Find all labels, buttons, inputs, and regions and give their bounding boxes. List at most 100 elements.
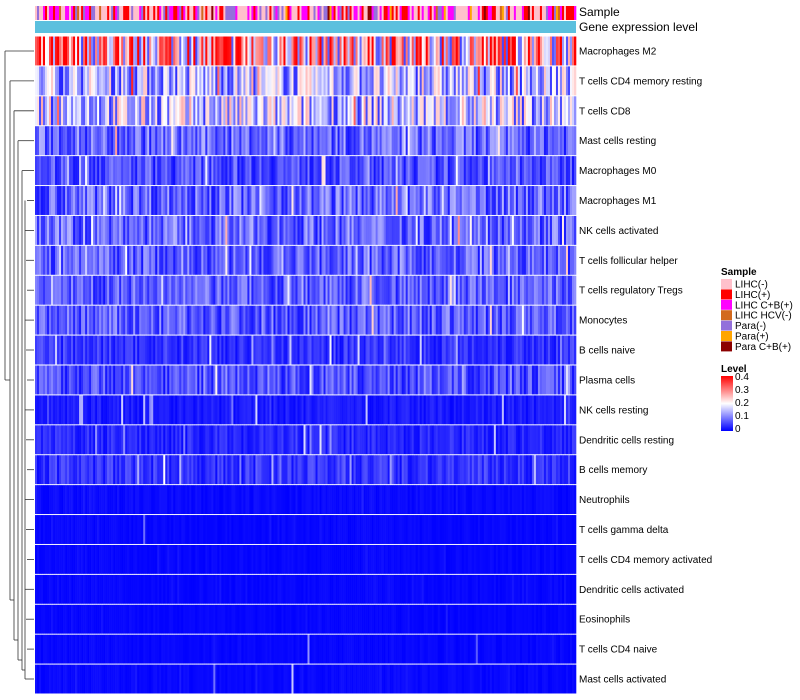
heatmap-cell xyxy=(381,515,384,544)
heatmap-cell xyxy=(135,126,138,156)
heatmap-cell xyxy=(149,485,152,515)
heatmap-cell xyxy=(211,245,214,275)
heatmap-cell xyxy=(337,66,340,96)
heatmap-cell xyxy=(179,215,182,245)
heatmap-cell xyxy=(261,36,264,66)
heatmap-cell xyxy=(503,66,507,96)
heatmap-cell xyxy=(71,96,74,126)
heatmap-cell xyxy=(215,455,218,485)
heatmap-cell xyxy=(559,455,563,485)
heatmap-cell xyxy=(329,305,332,335)
heatmap-cell xyxy=(479,275,483,305)
heatmap-cell xyxy=(571,395,575,425)
heatmap-cell xyxy=(401,485,404,515)
heatmap-cell xyxy=(395,365,398,395)
heatmap-cell xyxy=(221,66,224,96)
heatmap-cell xyxy=(53,186,56,215)
heatmap-cell xyxy=(161,485,164,515)
heatmap-cell xyxy=(149,96,152,126)
heatmap-cell xyxy=(85,186,88,215)
heatmap-cell xyxy=(495,455,499,485)
heatmap-cell xyxy=(247,544,250,574)
heatmap-cell xyxy=(503,395,507,425)
heatmap-cell xyxy=(59,515,62,544)
heatmap-cell xyxy=(569,66,573,96)
heatmap-cell xyxy=(199,365,202,395)
heatmap-cell xyxy=(285,425,288,455)
heatmap-cell xyxy=(99,365,102,395)
heatmap-cell xyxy=(399,515,402,544)
heatmap-cell xyxy=(574,485,577,515)
heatmap-cell xyxy=(323,365,326,395)
heatmap-cell xyxy=(197,544,200,574)
heatmap-cell xyxy=(141,156,144,186)
heatmap-cell xyxy=(411,156,414,186)
heatmap-cell xyxy=(297,156,300,186)
heatmap-cell xyxy=(505,66,509,96)
heatmap-cell xyxy=(463,305,467,335)
heatmap-cell xyxy=(373,335,376,365)
heatmap-cell xyxy=(293,215,296,245)
heatmap-cell xyxy=(177,245,180,275)
heatmap-cell xyxy=(455,335,459,365)
heatmap-cell xyxy=(145,36,148,66)
heatmap-cell xyxy=(375,455,378,485)
heatmap-cell xyxy=(319,156,322,186)
heatmap-cell xyxy=(241,96,244,126)
heatmap-cell xyxy=(221,455,224,485)
heatmap-cell xyxy=(43,544,46,574)
heatmap-cell xyxy=(291,96,294,126)
sample-annotation-cell xyxy=(103,6,106,20)
heatmap-cell xyxy=(269,425,272,455)
heatmap-cell xyxy=(367,36,370,66)
heatmap-cell xyxy=(281,455,284,485)
heatmap-cell xyxy=(569,275,573,305)
heatmap-cell xyxy=(125,425,128,455)
heatmap-cell xyxy=(211,156,214,186)
heatmap-cell xyxy=(139,544,142,574)
heatmap-cell xyxy=(35,365,38,395)
heatmap-cell xyxy=(287,245,290,275)
heatmap-cell xyxy=(421,36,425,66)
heatmap-cell xyxy=(157,544,160,574)
heatmap-cell xyxy=(253,425,256,455)
heatmap-cell xyxy=(541,66,545,96)
heatmap-cell xyxy=(61,156,64,186)
heatmap-cell xyxy=(241,335,244,365)
heatmap-cell xyxy=(133,245,136,275)
heatmap-cell xyxy=(497,335,501,365)
heatmap-cell xyxy=(167,455,170,485)
heatmap-cell xyxy=(451,395,455,425)
heatmap-cell xyxy=(507,186,511,215)
heatmap-cell xyxy=(97,335,100,365)
heatmap-cell xyxy=(169,96,172,126)
heatmap-cell xyxy=(517,305,521,335)
heatmap-cell xyxy=(383,36,386,66)
heatmap-cell xyxy=(365,96,368,126)
heatmap-cell xyxy=(513,455,517,485)
heatmap-cell xyxy=(521,335,525,365)
heatmap-cell xyxy=(357,66,360,96)
heatmap-cell xyxy=(145,455,148,485)
heatmap-cell xyxy=(465,275,469,305)
heatmap-cell xyxy=(297,395,300,425)
heatmap-cell xyxy=(123,66,126,96)
heatmap-cell xyxy=(377,186,380,215)
heatmap-cell xyxy=(81,186,84,215)
heatmap-cell xyxy=(217,365,220,395)
heatmap-cell xyxy=(115,66,118,96)
heatmap-cell xyxy=(215,96,218,126)
heatmap-cell xyxy=(281,96,284,126)
heatmap-cell xyxy=(559,425,563,455)
heatmap-cell xyxy=(463,275,467,305)
heatmap-cell xyxy=(529,515,533,544)
heatmap-cell xyxy=(353,365,356,395)
heatmap-cell xyxy=(241,245,244,275)
heatmap-cell xyxy=(547,305,551,335)
heatmap-cell xyxy=(237,275,240,305)
heatmap-cell xyxy=(175,485,178,515)
sample-annotation-cell xyxy=(393,6,396,20)
heatmap-cell xyxy=(387,245,390,275)
heatmap-cell xyxy=(565,485,569,515)
heatmap-cell xyxy=(99,156,102,186)
